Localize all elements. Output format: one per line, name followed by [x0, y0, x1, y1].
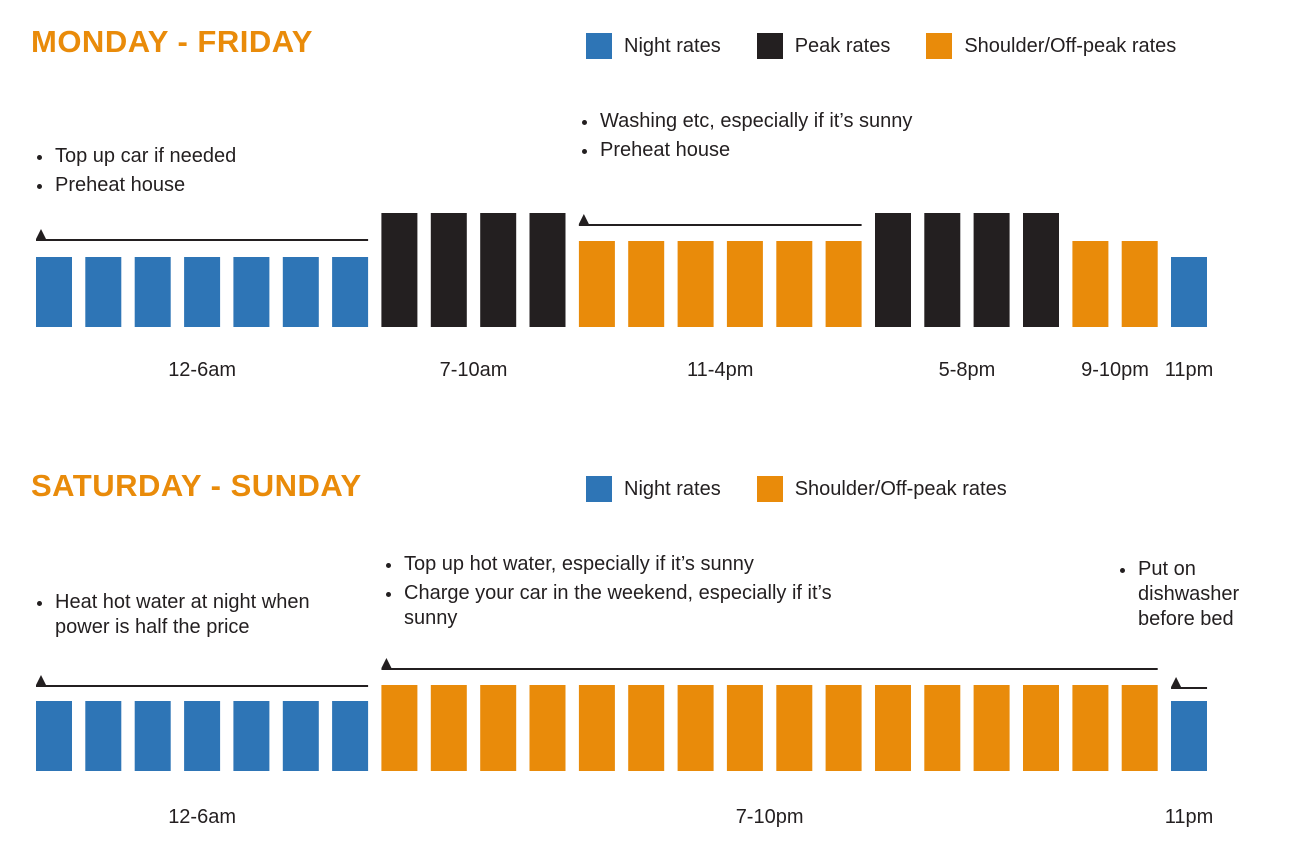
bar-11am	[578, 241, 615, 327]
weekend-title: SATURDAY - SUNDAY	[31, 468, 362, 503]
period-label: 7-10am	[440, 359, 508, 381]
bar-6pm	[924, 685, 961, 771]
note-item: Preheat house	[31, 173, 351, 198]
bar-4pm	[825, 685, 862, 771]
bar-3pm	[776, 685, 813, 771]
bar-5am	[282, 701, 319, 771]
legend-swatch-night	[586, 33, 612, 59]
bar-9am	[480, 685, 517, 771]
bar-1pm	[677, 685, 714, 771]
legend-item-shoulder: Shoulder/Off-peak rates	[926, 33, 1176, 59]
bar-6am	[332, 701, 369, 771]
legend-label-peak: Peak rates	[794, 34, 891, 57]
bar-2am	[134, 257, 171, 327]
bar-6am	[332, 257, 369, 327]
triangle-marker-icon	[578, 214, 589, 224]
bar-7am	[381, 685, 418, 771]
bar-7pm	[973, 685, 1010, 771]
bar-2pm	[726, 685, 763, 771]
note-item: Put on dishwasher before bed	[1114, 557, 1279, 632]
period-label: 9-10pm	[1081, 359, 1149, 381]
note-item: Top up car if needed	[31, 144, 351, 169]
bar-5pm	[875, 685, 911, 771]
period-label: 11pm	[1165, 359, 1214, 381]
weekday-note-shoulder: Washing etc, especially if it’s sunny Pr…	[576, 109, 996, 167]
bar-6pm	[924, 213, 961, 327]
bar-12pm	[628, 241, 665, 327]
legend-swatch-shoulder	[926, 33, 953, 59]
bar-3pm	[776, 241, 813, 327]
weekend-note-shoulder: Top up hot water, especially if it’s sun…	[380, 552, 880, 635]
legend-label-night: Night rates	[624, 477, 721, 500]
legend-swatch-shoulder	[756, 476, 783, 502]
note-item: Top up hot water, especially if it’s sun…	[380, 552, 880, 577]
weekday-note-night: Top up car if needed Preheat house	[31, 144, 351, 202]
legend-swatch-night	[586, 476, 612, 502]
note-item: Preheat house	[576, 138, 996, 163]
bar-9pm	[1072, 685, 1109, 771]
bar-11pm	[1171, 701, 1207, 771]
bar-2pm	[726, 241, 763, 327]
legend-label-shoulder: Shoulder/Off-peak rates	[964, 34, 1177, 57]
legend-swatch-peak	[756, 33, 783, 59]
period-label: 12-6am	[168, 359, 236, 381]
period-label: 11-4pm	[687, 359, 753, 381]
bar-12am	[36, 701, 72, 771]
triangle-marker-icon	[381, 658, 392, 668]
bar-9am	[480, 213, 517, 327]
bar-8pm	[1023, 213, 1059, 327]
bar-12pm	[628, 685, 665, 771]
bar-11am	[578, 685, 615, 771]
note-item: Heat hot water at night when power is ha…	[31, 590, 361, 640]
legend-item-night: Night rates	[586, 33, 721, 59]
bar-3am	[184, 701, 221, 771]
bar-8am	[430, 213, 467, 327]
bar-2am	[134, 701, 171, 771]
legend-label-shoulder: Shoulder/Off-peak rates	[794, 477, 1007, 500]
bar-8am	[430, 685, 467, 771]
weekday-legend: Night rates Peak rates Shoulder/Off-peak…	[586, 33, 1176, 59]
weekend-note-night: Heat hot water at night when power is ha…	[31, 590, 361, 644]
bar-10am	[529, 685, 566, 771]
bar-3am	[184, 257, 221, 327]
bar-4am	[233, 701, 270, 771]
bar-7pm	[973, 213, 1010, 327]
triangle-marker-icon	[36, 675, 46, 685]
note-item: Washing etc, especially if it’s sunny	[576, 109, 996, 134]
legend-item-peak: Peak rates	[756, 33, 891, 59]
note-item: Charge your car in the weekend, especial…	[380, 581, 880, 631]
triangle-marker-icon	[36, 229, 46, 239]
legend-label-night: Night rates	[624, 34, 721, 57]
bar-7am	[381, 213, 418, 327]
bar-10pm	[1121, 241, 1158, 327]
legend-item-night: Night rates	[586, 476, 721, 502]
bar-5am	[282, 257, 319, 327]
period-label: 11pm	[1165, 806, 1214, 828]
weekend-note-late: Put on dishwasher before bed	[1114, 557, 1279, 636]
bar-1am	[85, 257, 122, 327]
period-label: 5-8pm	[939, 359, 996, 381]
weekend-legend: Night rates Shoulder/Off-peak rates	[586, 476, 1007, 502]
bar-8pm	[1023, 685, 1059, 771]
bar-10pm	[1121, 685, 1158, 771]
bar-9pm	[1072, 241, 1109, 327]
bar-1am	[85, 701, 122, 771]
bar-4am	[233, 257, 270, 327]
bar-11pm	[1171, 257, 1207, 327]
bar-10am	[529, 213, 566, 327]
legend-item-shoulder: Shoulder/Off-peak rates	[756, 476, 1007, 502]
bar-4pm	[825, 241, 862, 327]
bar-5pm	[875, 213, 911, 327]
bar-12am	[36, 257, 72, 327]
period-label: 7-10pm	[736, 806, 804, 828]
bar-1pm	[677, 241, 714, 327]
triangle-marker-icon	[1171, 677, 1182, 687]
period-label: 12-6am	[168, 806, 236, 828]
weekday-title: MONDAY - FRIDAY	[31, 24, 313, 59]
